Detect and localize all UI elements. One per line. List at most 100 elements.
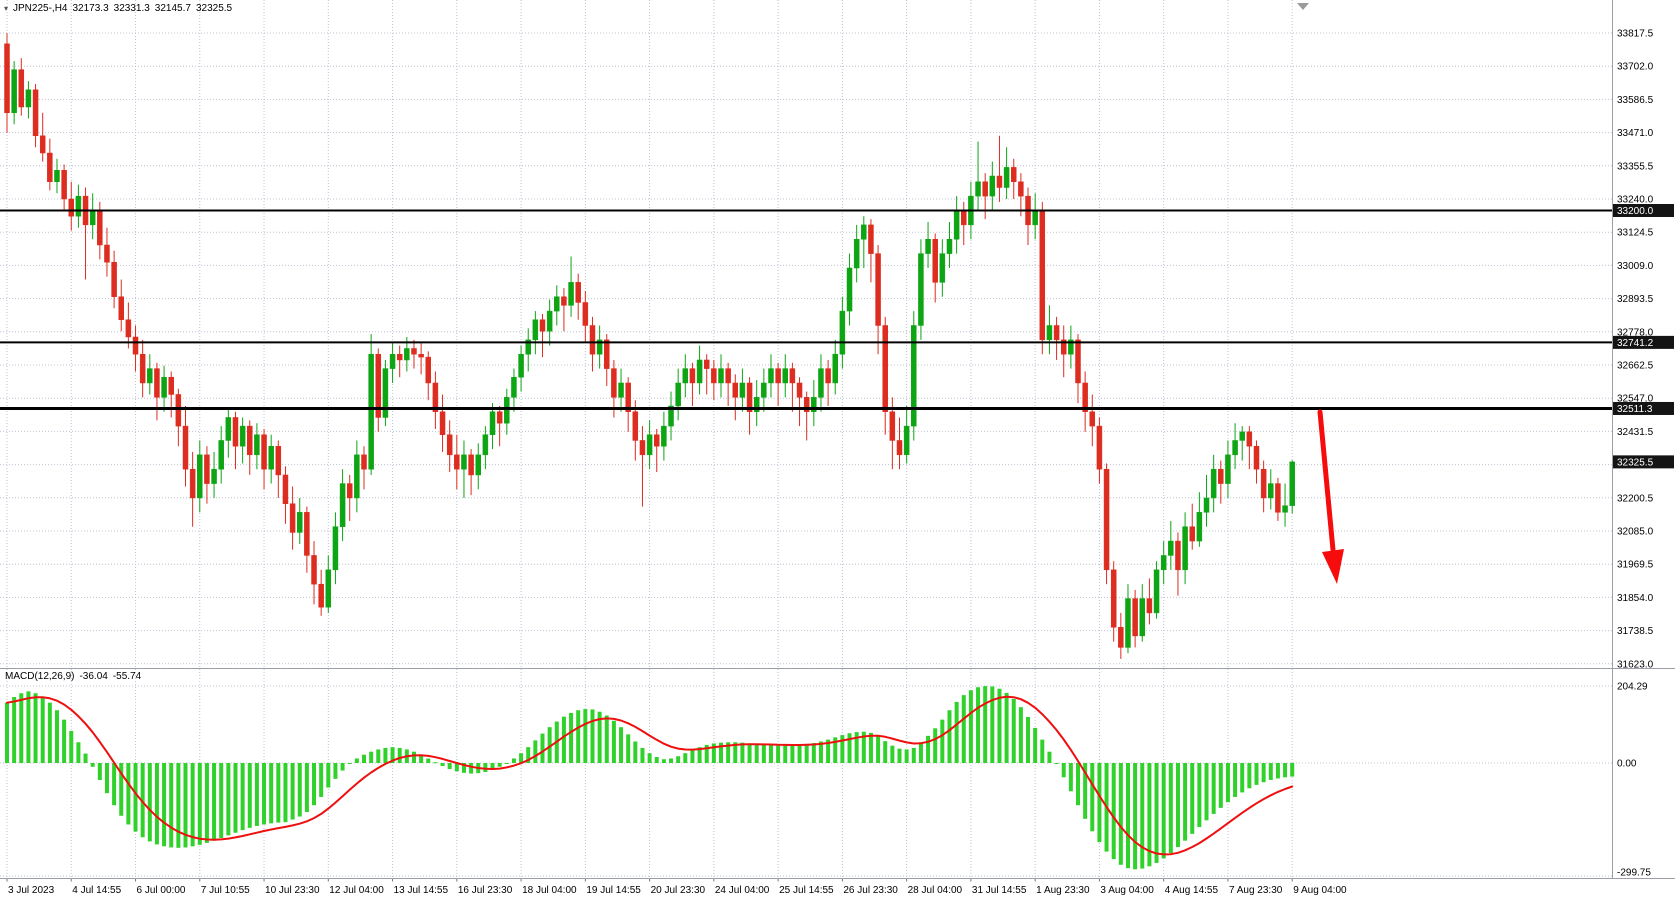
candle-body xyxy=(304,512,310,556)
macd-bar xyxy=(1076,763,1080,806)
candle-body xyxy=(261,434,267,470)
arrow-head[interactable] xyxy=(1322,549,1344,584)
macd-bar xyxy=(440,763,445,767)
macd-bar xyxy=(362,754,366,763)
macd-bar xyxy=(733,742,738,763)
candle-body xyxy=(1282,505,1288,513)
candle-body xyxy=(875,253,881,326)
arrow-shaft[interactable] xyxy=(1317,409,1336,553)
candle-body xyxy=(975,181,981,197)
candle-body xyxy=(1096,425,1103,470)
candle-body xyxy=(325,569,332,608)
symbol-label: JPN225-,H4 xyxy=(13,3,68,14)
candles-layer xyxy=(4,33,1295,659)
macd-bar xyxy=(1090,763,1095,832)
price-tick-label: 33702.0 xyxy=(1617,62,1654,73)
candle-body xyxy=(925,238,931,254)
candle-body xyxy=(1053,325,1060,341)
candle-body xyxy=(711,368,717,384)
candle-body xyxy=(161,376,167,398)
macd-bar xyxy=(590,709,595,763)
macd-bar xyxy=(183,763,188,848)
candle-body xyxy=(396,353,403,361)
candle-body xyxy=(611,368,617,398)
price-tick-label: 31623.0 xyxy=(1617,659,1654,670)
candle-body xyxy=(175,394,182,427)
candle-body xyxy=(554,296,560,312)
macd-bar xyxy=(826,739,831,763)
macd-bar xyxy=(526,747,531,763)
macd-bar xyxy=(676,756,681,763)
macd-bar xyxy=(162,763,167,847)
candle-body xyxy=(703,359,710,369)
candle-body xyxy=(982,181,988,197)
candle-body xyxy=(839,310,846,355)
macd-tick-label: -299.75 xyxy=(1617,868,1651,879)
candle-body xyxy=(518,353,524,378)
macd-bar xyxy=(576,710,581,763)
candle-body xyxy=(1289,461,1295,506)
price-tick-label: 32431.5 xyxy=(1617,427,1654,438)
candle-body xyxy=(139,353,146,384)
candle-body xyxy=(68,198,75,217)
candle-body xyxy=(961,210,967,226)
macd-bar xyxy=(1290,763,1295,777)
ohlc-close: 32325.5 xyxy=(195,3,233,14)
ohlc-low: 32145.7 xyxy=(154,3,191,14)
candle-body xyxy=(589,325,596,355)
macd-bar xyxy=(447,763,452,770)
macd-bar xyxy=(1097,763,1102,843)
candle-body xyxy=(1103,468,1110,571)
candle-body xyxy=(1246,431,1253,447)
macd-bar xyxy=(1254,763,1259,785)
macd-bar xyxy=(533,740,538,763)
candle-body xyxy=(889,411,896,441)
price-tick-label: 32200.5 xyxy=(1617,493,1654,504)
macd-bar xyxy=(997,688,1002,763)
macd-bar xyxy=(469,763,474,774)
candle-body xyxy=(1253,445,1260,470)
candle-body xyxy=(104,244,110,263)
time-tick-label: 20 Jul 23:30 xyxy=(651,885,706,896)
candle-body xyxy=(646,434,653,456)
macd-bar xyxy=(619,727,624,763)
candle-body xyxy=(689,368,696,384)
candle-body xyxy=(432,382,439,412)
price-tick-label: 32893.5 xyxy=(1617,294,1654,305)
time-tick-label: 1 Aug 23:30 xyxy=(1036,885,1090,896)
candle-body xyxy=(346,483,353,499)
candle-body xyxy=(911,325,917,427)
candle-body xyxy=(232,417,239,447)
time-tick-label: 4 Jul 14:55 xyxy=(72,885,121,896)
macd-bar xyxy=(626,734,631,763)
candle-body xyxy=(525,339,531,355)
chart-shift-marker[interactable] xyxy=(1297,3,1309,10)
candle-body xyxy=(296,512,303,533)
candle-body xyxy=(468,454,474,476)
macd-bar xyxy=(519,753,524,763)
macd-bar xyxy=(419,754,424,763)
price-tick-label: 33009.0 xyxy=(1617,261,1654,272)
candle-body xyxy=(1232,440,1238,456)
macd-bar xyxy=(854,732,859,763)
candle-body xyxy=(568,282,574,306)
macd-bar xyxy=(1040,739,1045,763)
macd-bar xyxy=(569,712,574,763)
macd-bar xyxy=(83,753,88,763)
price-tick-label: 32085.0 xyxy=(1617,527,1654,538)
candle-body xyxy=(504,397,510,424)
macd-bar xyxy=(504,763,509,764)
macd-bar xyxy=(1140,763,1145,869)
macd-bar xyxy=(1083,763,1088,819)
macd-bar xyxy=(1218,763,1223,808)
macd-bar xyxy=(954,701,959,763)
candle-body xyxy=(846,267,853,312)
trend-arrow-annotation[interactable] xyxy=(1317,409,1344,584)
macd-bar xyxy=(740,742,745,763)
macd-bar xyxy=(190,763,195,847)
price-tick-label: 32662.5 xyxy=(1617,361,1654,372)
price-tick-label: 31854.0 xyxy=(1617,593,1654,604)
symbol-dropdown-icon[interactable]: ▾ xyxy=(4,4,9,13)
macd-layer xyxy=(5,686,1295,870)
